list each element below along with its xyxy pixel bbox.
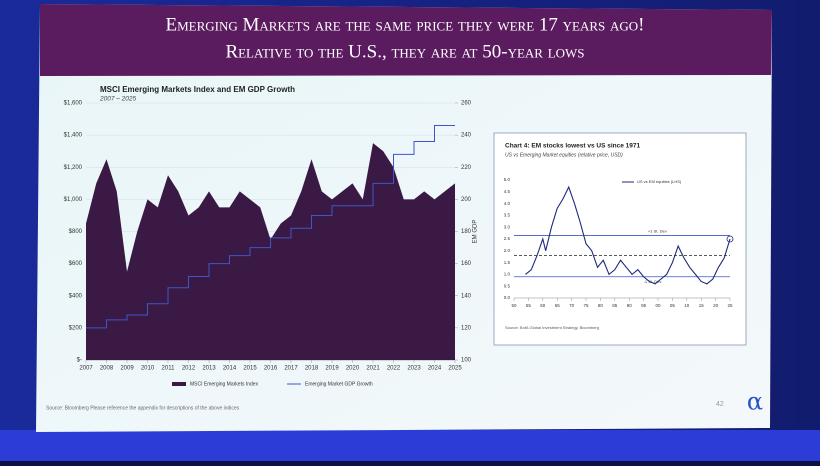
y-tick-label: 4.5 [504, 189, 511, 194]
y2-tick-label: 160 [461, 261, 472, 267]
y2-tick-label: 100 [461, 358, 472, 364]
slide-header [40, 4, 772, 76]
y2-tick-label: 220 [461, 165, 472, 171]
x-tick-label: 2017 [284, 366, 298, 372]
y-tick-label: $1,200 [64, 165, 83, 171]
y-tick-label: 3.0 [504, 224, 511, 229]
x-tick-label: 2024 [428, 366, 442, 372]
chart-panel [493, 132, 747, 346]
y-tick-label: $- [77, 358, 82, 364]
y-tick-label: $600 [69, 261, 83, 267]
chart-source: Source: BofA Global Investment Strategy,… [505, 325, 599, 330]
x-tick-label: 2015 [243, 366, 257, 372]
y-tick-label: $800 [69, 229, 83, 235]
x-tick-label: 50 [511, 303, 517, 308]
x-tick-label: 2021 [366, 366, 380, 372]
x-tick-label: 15 [699, 303, 705, 308]
x-tick-label: 2011 [162, 366, 176, 372]
y2-tick-label: 200 [461, 197, 472, 203]
x-tick-label: 00 [655, 303, 661, 308]
x-tick-label: 2007 [79, 366, 93, 372]
y2-tick-label: 140 [461, 293, 472, 299]
x-tick-label: 2013 [202, 366, 216, 372]
y-tick-label: $1,000 [64, 197, 83, 203]
x-tick-label: 95 [641, 303, 647, 308]
y2-tick-label: 180 [461, 229, 472, 235]
y-tick-label: 2.5 [504, 236, 511, 241]
chart-title: MSCI Emerging Markets Index and EM GDP G… [100, 85, 295, 94]
legend-label: US vs EM equities (LHS) [637, 179, 682, 184]
y-tick-label: $1,400 [64, 133, 83, 139]
index-area [86, 143, 455, 360]
y-tick-label: $400 [69, 293, 83, 299]
legend-swatch [172, 382, 186, 386]
source-note: Source: Bloomberg Please reference the a… [46, 405, 240, 411]
y-tick-label: $1,600 [64, 101, 83, 107]
x-tick-label: 2020 [346, 366, 360, 372]
y-tick-label: 0.0 [504, 295, 511, 300]
x-tick-label: 25 [727, 303, 733, 308]
ratio-line [525, 185, 731, 285]
y-tick-label: $200 [69, 325, 83, 331]
end-marker [726, 235, 734, 243]
chart-title: Chart 4: EM stocks lowest vs US since 19… [505, 143, 640, 150]
stage-light [0, 430, 820, 461]
reference-label: +1 St. Dev [648, 229, 667, 234]
x-tick-label: 85 [612, 303, 618, 308]
x-tick-label: 70 [569, 303, 575, 308]
y2-axis-label: EM GDP [473, 220, 479, 244]
x-tick-label: 2019 [325, 366, 339, 372]
x-tick-label: 10 [684, 303, 690, 308]
y2-tick-label: 240 [461, 133, 472, 139]
x-tick-label: 2008 [100, 366, 114, 372]
slide-title: Relative to the U.S., they are at 50-yea… [225, 41, 584, 62]
x-tick-label: 2022 [387, 366, 401, 372]
y-tick-label: 2.0 [504, 248, 511, 253]
x-tick-label: 2010 [141, 366, 155, 372]
logo: α [747, 388, 763, 416]
chart-subtitle: 2007 – 2025 [99, 96, 137, 103]
x-tick-label: 2009 [120, 366, 134, 372]
page-number: 42 [716, 401, 724, 408]
reference-label: -1 St. Dev [644, 279, 662, 284]
x-tick-label: 90 [627, 303, 633, 308]
chart-subtitle: US vs Emerging Market equities (relative… [505, 152, 623, 158]
x-tick-label: 2016 [264, 366, 278, 372]
y2-tick-label: 260 [461, 101, 472, 107]
x-tick-label: 05 [670, 303, 676, 308]
x-tick-label: 55 [526, 303, 532, 308]
x-tick-label: 2018 [305, 366, 319, 372]
x-tick-label: 2025 [448, 366, 462, 372]
y-tick-label: 1.5 [504, 260, 511, 265]
y-tick-label: 4.0 [504, 201, 511, 206]
gdp-line [86, 124, 455, 329]
x-tick-label: 2012 [182, 366, 196, 372]
y-tick-label: 3.5 [504, 213, 511, 218]
slide-title: Emerging Markets are the same price they… [165, 14, 644, 35]
x-tick-label: 20 [713, 303, 719, 308]
legend-label: MSCI Emerging Markets Index [190, 381, 259, 387]
x-tick-label: 65 [555, 303, 561, 308]
x-tick-label: 80 [598, 303, 604, 308]
y-tick-label: 0.5 [504, 283, 511, 288]
legend-label: Emerging Market GDP Growth [305, 381, 373, 387]
y-tick-label: 5.0 [504, 177, 511, 182]
x-tick-label: 75 [583, 303, 589, 308]
y2-tick-label: 120 [461, 325, 472, 331]
y-tick-label: 1.0 [504, 272, 511, 277]
x-tick-label: 2014 [223, 366, 237, 372]
x-tick-label: 2023 [407, 366, 421, 372]
x-tick-label: 60 [540, 303, 546, 308]
